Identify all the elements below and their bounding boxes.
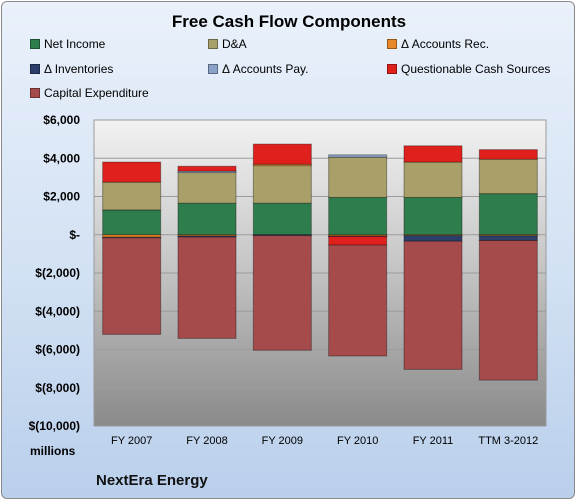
y-tick-label: $(4,000)	[35, 304, 80, 318]
legend-item: Δ Accounts Pay.	[208, 62, 309, 76]
bar-segment	[252, 235, 312, 351]
legend-label: Net Income	[44, 37, 106, 51]
legend-swatch	[30, 88, 40, 98]
bar-segment	[403, 145, 463, 163]
units-label: millions	[30, 444, 76, 458]
bar-segment	[252, 202, 312, 236]
bar-segment	[328, 244, 388, 357]
legend-swatch	[30, 64, 40, 74]
bar-segment	[177, 202, 237, 236]
legend-item: Δ Inventories	[30, 62, 113, 76]
bar-segment	[177, 171, 237, 204]
y-tick-label: $4,000	[43, 151, 80, 165]
legend-swatch	[30, 39, 40, 49]
legend-swatch	[208, 64, 218, 74]
bar-segment	[177, 236, 237, 339]
bar-segment	[102, 237, 162, 335]
x-tick-label: FY 2007	[111, 435, 152, 447]
company-label: NextEra Energy	[96, 472, 208, 489]
bar-segment	[328, 154, 388, 158]
legend-label: Δ Accounts Rec.	[401, 37, 490, 51]
y-tick-label: $(10,000)	[29, 419, 80, 433]
x-tick-label: TTM 3-2012	[478, 435, 538, 447]
bar-segment	[403, 161, 463, 198]
bar-segment	[328, 196, 388, 236]
bar-segment	[478, 158, 538, 195]
x-tick-label: FY 2011	[413, 435, 454, 447]
legend-label: Questionable Cash Sources	[401, 62, 551, 76]
x-tick-label: FY 2009	[262, 435, 303, 447]
chart-title: Free Cash Flow Components	[171, 12, 407, 31]
legend-label: Capital Expenditure	[44, 86, 149, 100]
bar-segment	[252, 143, 312, 165]
bar-segment	[478, 239, 538, 381]
legend-item: D&A	[208, 37, 247, 51]
legend-label: Δ Inventories	[44, 62, 114, 76]
legend-item: Questionable Cash Sources	[387, 62, 550, 76]
x-tick-label: FY 2008	[186, 435, 227, 447]
legend-item: Capital Expenditure	[30, 86, 149, 100]
legend-swatch	[387, 64, 397, 74]
bar-segment	[478, 235, 538, 241]
x-tick-label: FY 2010	[337, 435, 378, 447]
legend-swatch	[387, 39, 397, 49]
legend-label: Δ Accounts Pay.	[222, 62, 309, 76]
legend-label: D&A	[222, 37, 247, 51]
bar-segment	[177, 165, 237, 172]
y-tick-label: $(6,000)	[35, 343, 80, 357]
bar-segment	[102, 181, 162, 211]
bar-segment	[328, 156, 388, 198]
bar-segment	[328, 235, 388, 246]
bar-segment	[403, 235, 463, 242]
bar-segment	[403, 240, 463, 370]
legend-item: Δ Accounts Rec.	[387, 37, 489, 51]
y-tick-label: $2,000	[43, 190, 80, 204]
y-tick-label: $(2,000)	[35, 266, 80, 280]
bar-segment	[102, 209, 162, 236]
bar-segment	[478, 149, 538, 160]
bar-segment	[478, 193, 538, 236]
y-tick-label: $6,000	[43, 113, 80, 127]
bar-segment	[102, 161, 162, 183]
legend-item: Net Income	[30, 37, 105, 51]
y-tick-label: $-	[69, 228, 80, 242]
bar-segment	[252, 164, 312, 204]
bar-segment	[403, 196, 463, 236]
y-tick-label: $(8,000)	[35, 381, 80, 395]
legend-swatch	[208, 39, 218, 49]
